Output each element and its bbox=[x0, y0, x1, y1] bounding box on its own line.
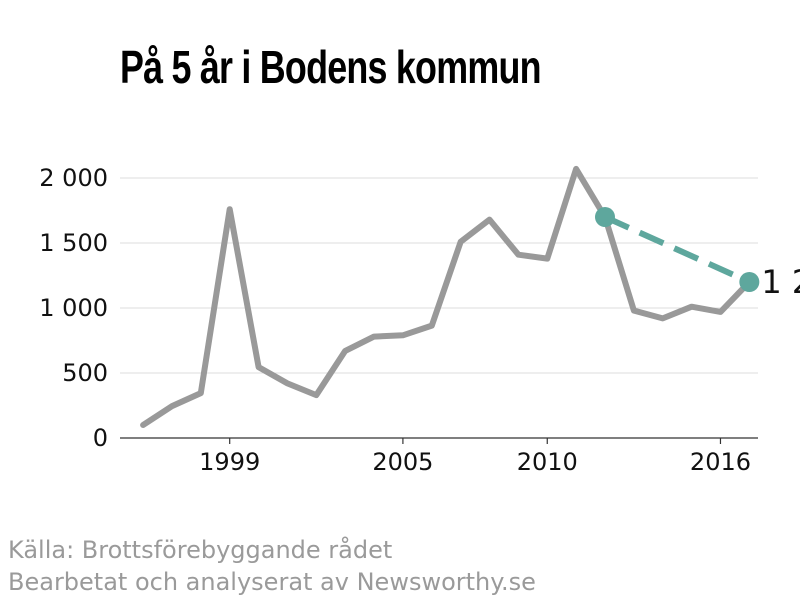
highlight-trend-line bbox=[603, 214, 751, 285]
chart-title: På 5 år i Bodens kommun bbox=[120, 41, 542, 93]
credit-line: Bearbetat och analyserat av Newsworthy.s… bbox=[8, 568, 536, 596]
series-group bbox=[140, 165, 753, 428]
x-tick-label: 2010 bbox=[517, 448, 578, 476]
x-axis-tick-labels: 1999 2005 2010 2016 bbox=[199, 448, 751, 476]
line-chart: 0 500 1 000 1 500 2 000 1999 2005 2010 2016 1 2… bbox=[39, 164, 800, 476]
y-tick-label: 2 000 bbox=[39, 164, 108, 192]
y-axis-tick-labels: 0 500 1 000 1 500 2 000 bbox=[39, 164, 108, 452]
highlight-end-point bbox=[739, 272, 760, 292]
y-tick-label: 0 bbox=[93, 424, 108, 452]
x-tick-label: 2005 bbox=[372, 448, 433, 476]
y-tick-label: 500 bbox=[62, 359, 108, 387]
x-axis bbox=[120, 437, 758, 444]
source-credit: Källa: Brottsförebyggande rådet Bearbeta… bbox=[8, 534, 536, 598]
series-line bbox=[140, 165, 753, 428]
highlight-group: 1 200 bbox=[594, 207, 800, 301]
source-line: Källa: Brottsförebyggande rådet bbox=[8, 536, 393, 564]
highlight-end-label: 1 200 bbox=[761, 263, 800, 301]
y-tick-label: 1 500 bbox=[39, 229, 108, 257]
y-tick-label: 1 000 bbox=[39, 294, 108, 322]
highlight-start-point bbox=[594, 207, 615, 227]
grid-lines bbox=[120, 177, 758, 374]
x-tick-label: 2016 bbox=[690, 448, 751, 476]
x-tick-label: 1999 bbox=[199, 448, 260, 476]
